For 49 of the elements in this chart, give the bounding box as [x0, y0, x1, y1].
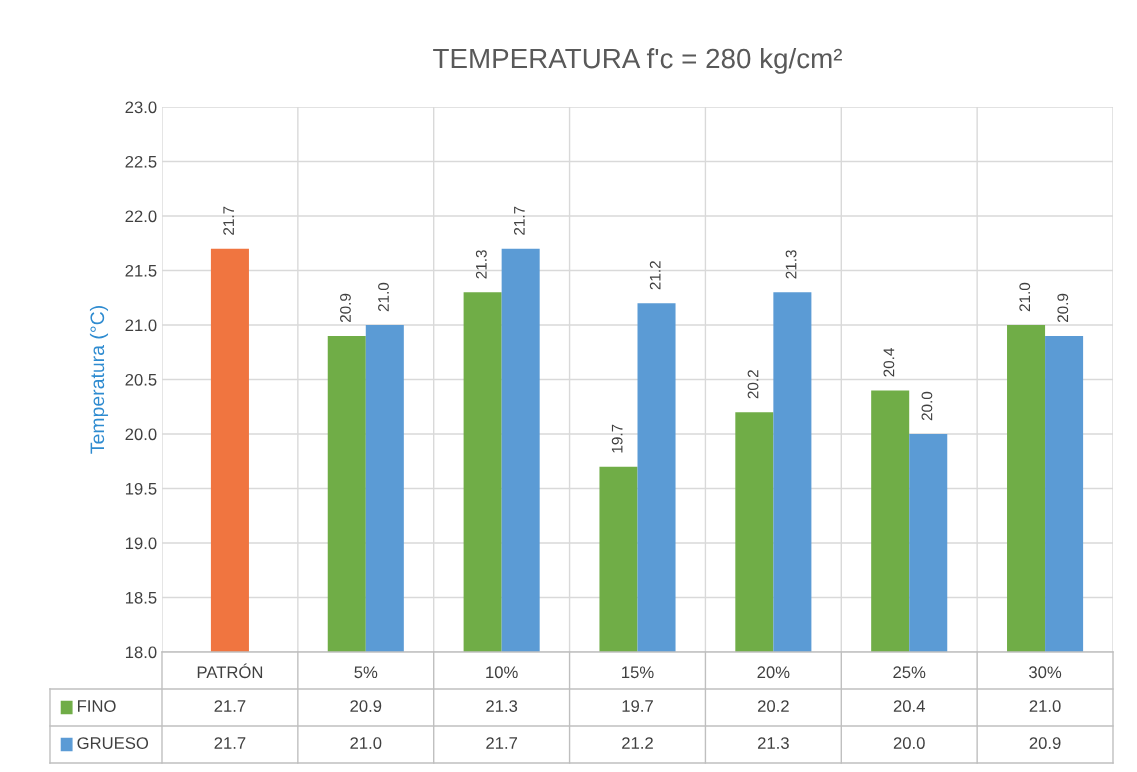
y-tick-label: 23.0 [125, 101, 157, 114]
y-tick-label: 20.5 [125, 373, 157, 386]
x-tick-label: 5% [354, 666, 378, 679]
data-label: 21.3 [757, 737, 789, 749]
text: 21.0 [378, 282, 389, 312]
text: 21.3 [785, 250, 797, 279]
text: 20.0 [921, 391, 933, 421]
x-tick-label: 25% [893, 666, 926, 679]
text: 21.2 [649, 261, 661, 290]
data-label: 20.9 [350, 700, 382, 712]
y-tick-label: 21.0 [125, 319, 157, 332]
text: 21.7 [513, 206, 525, 235]
y-axis-title: Temperatura (°C) [89, 306, 109, 454]
text: 21.7 [223, 206, 234, 235]
data-label: 21.7 [214, 700, 246, 712]
text: 19.7 [611, 424, 623, 453]
data-label: 21.2 [622, 737, 653, 749]
data-label: 20.9 [1029, 737, 1061, 749]
text: 20.9 [340, 293, 351, 323]
chart-title: TEMPERATURA f'c = 280 kg/cm² [433, 47, 842, 74]
data-label: 20.0 [893, 737, 925, 749]
data-label: 21.3 [486, 700, 518, 712]
x-tick-label: PATRÓN [197, 663, 263, 679]
y-tick-label: 18.0 [125, 646, 157, 659]
x-tick-label: 20% [757, 666, 790, 679]
text: 21.7 [214, 737, 246, 749]
text: 20.4 [883, 348, 895, 377]
y-tick-label: 20.0 [125, 428, 157, 441]
y-tick-label: 22.5 [125, 155, 157, 168]
x-tick-label: 15% [622, 666, 654, 679]
y-tick-label: 18.5 [125, 591, 157, 604]
legend-label: FINO [78, 700, 116, 712]
data-label: 20.2 [757, 700, 789, 712]
data-label: 21.0 [350, 737, 382, 749]
data-label: 21.7 [486, 737, 518, 749]
data-label: 19.7 [622, 700, 653, 712]
text: 21.3 [475, 250, 487, 279]
legend-label: GRUESO [77, 737, 149, 749]
y-tick-label: 22.0 [125, 210, 157, 223]
x-tick-label: 30% [1029, 666, 1062, 679]
text: 20.9 [1057, 293, 1069, 323]
data-label: 21.0 [1029, 700, 1061, 712]
y-tick-label: 19.5 [125, 482, 157, 495]
y-tick-label: 19.0 [125, 537, 157, 550]
x-tick-label: 10% [486, 666, 518, 679]
data-label: 20.4 [893, 700, 925, 712]
y-tick-label: 21.5 [125, 264, 157, 277]
text: 20.2 [747, 370, 759, 399]
text: 21.0 [1019, 282, 1031, 312]
